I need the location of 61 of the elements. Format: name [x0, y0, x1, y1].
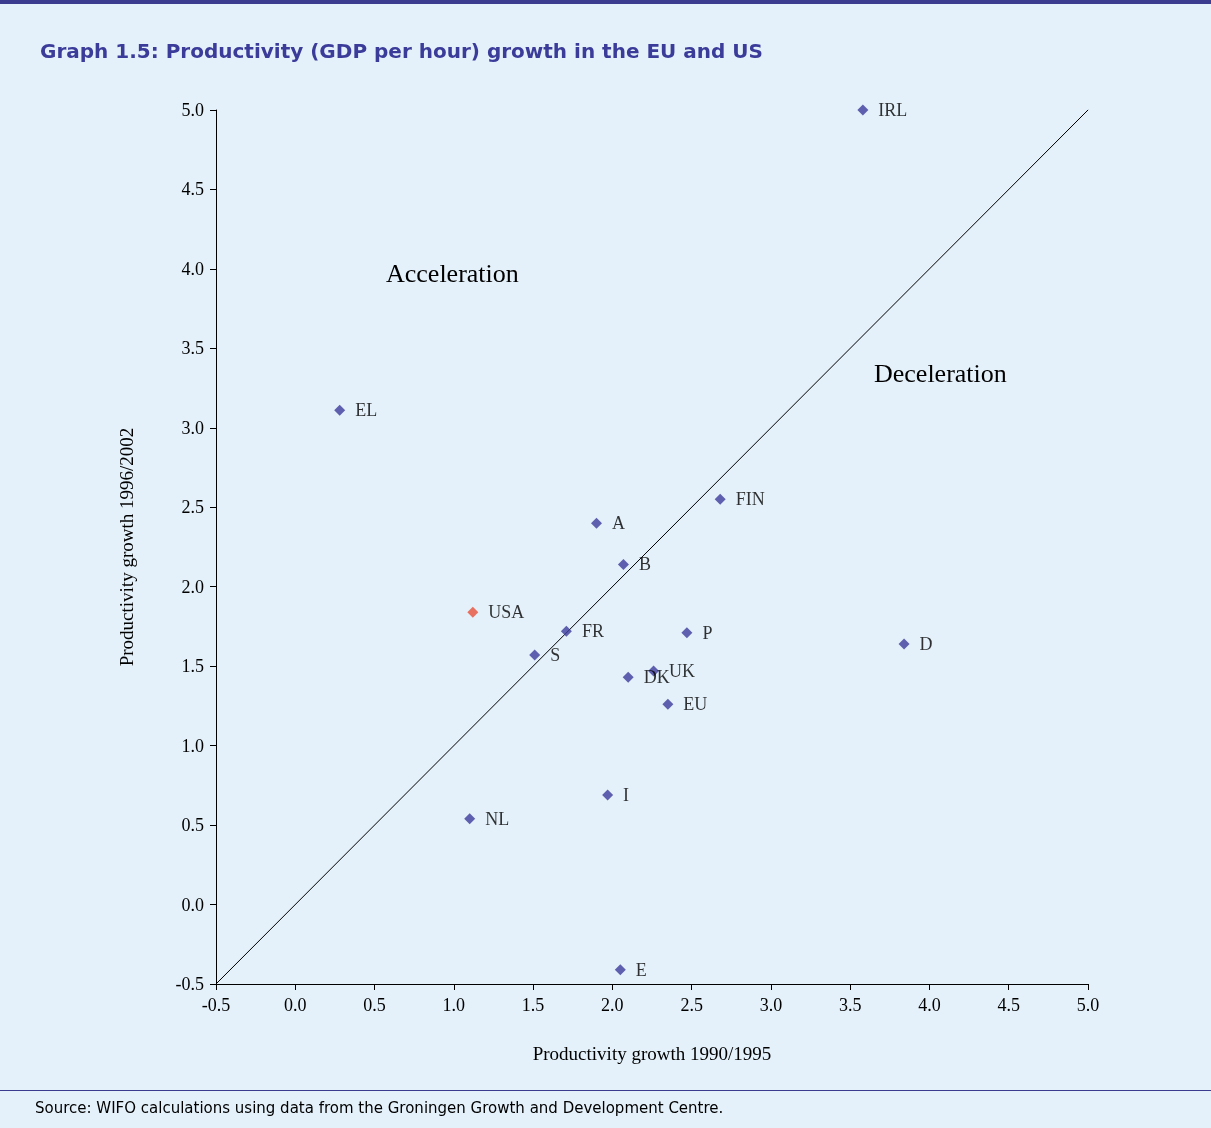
x-tick-label: 3.5: [838, 995, 862, 1015]
x-tick-label: 0.5: [363, 995, 386, 1015]
y-axis-title: Productivity growth 1996/2002: [116, 427, 137, 667]
series-label: FR: [581, 621, 604, 642]
source-note: Source: WIFO calculations using data from the Groningen Growth and Development Centre.: [0, 1090, 1211, 1117]
point: [560, 625, 572, 637]
x-tick-label: 3.0: [759, 995, 783, 1015]
y-tick-label: 1.5: [181, 656, 204, 677]
series-label: FIN: [735, 489, 765, 510]
series-label: DK: [643, 667, 670, 688]
x-tick-label: 1.0: [442, 995, 466, 1015]
series-label: UK: [669, 660, 696, 681]
x-tick-label: 5.0: [1076, 995, 1100, 1015]
point: [617, 558, 629, 570]
y-tick-label: 0.0: [181, 894, 204, 915]
chart-title: Graph 1.5: Productivity (GDP per hour) growth in the EU and US: [40, 39, 763, 63]
point: [622, 671, 634, 683]
y-tick-label: 1.0: [181, 735, 204, 756]
y-tick-label: 3.5: [181, 338, 204, 359]
x-tick-label: 4.5: [997, 995, 1020, 1015]
point: [591, 517, 603, 529]
point: [464, 813, 476, 825]
x-tick-label: 1.5: [521, 995, 545, 1015]
series-label: S: [550, 645, 561, 666]
x-tick-label: 4.0: [918, 995, 941, 1015]
x-axis-title: Productivity growth 1990/1995: [532, 1043, 772, 1064]
series-label: NL: [485, 808, 510, 829]
point: [714, 493, 726, 505]
point: [602, 789, 614, 801]
point: [614, 964, 626, 976]
point: [857, 104, 869, 116]
x-tick-label: 0.0: [284, 995, 307, 1015]
series-label: E: [635, 959, 647, 980]
point: [529, 649, 541, 661]
series-label: D: [919, 633, 933, 654]
series-label: P: [702, 622, 713, 643]
x-tick-label: 2.5: [680, 995, 703, 1015]
y-tick-label: 5.0: [181, 100, 204, 120]
y-tick-label: 2.5: [181, 497, 204, 518]
y-tick-label: 2.0: [181, 576, 204, 597]
x-tick-label: 2.0: [601, 995, 624, 1015]
series-label: IRL: [878, 100, 908, 120]
point: [334, 404, 346, 416]
series-label: USA: [488, 602, 525, 623]
annotation: Acceleration: [386, 258, 519, 288]
point: [898, 638, 910, 650]
series-label: I: [623, 784, 630, 805]
y-tick-label: 3.0: [181, 417, 204, 438]
y-tick-label: 0.5: [181, 815, 204, 836]
point: [681, 627, 693, 639]
series-label: B: [638, 554, 651, 575]
annotation: Deceleration: [874, 358, 1007, 388]
point: [662, 698, 674, 710]
point: [467, 606, 479, 618]
y-tick-label: 4.0: [181, 258, 204, 279]
y-tick-label: 4.5: [181, 179, 204, 200]
x-tick-label: -0.5: [201, 995, 231, 1015]
series-label: EL: [355, 400, 378, 421]
y-tick-label: -0.5: [175, 974, 204, 994]
series-label: A: [612, 513, 626, 534]
series-label: EU: [683, 694, 708, 715]
